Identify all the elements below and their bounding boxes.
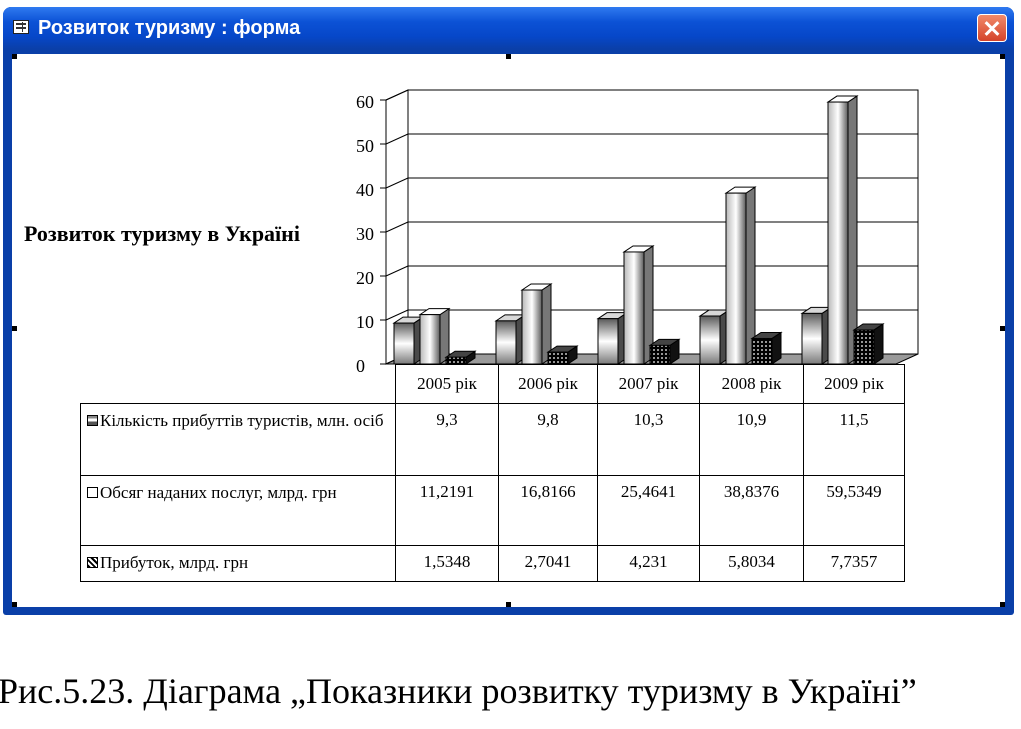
data-cell: 38,8376 (699, 475, 804, 546)
bar-side (873, 323, 884, 365)
data-cell: 9,3 (395, 403, 499, 476)
category-label: 2005 рік (395, 364, 499, 404)
bar-front (699, 315, 721, 365)
data-table-row: Обсяг наданих послуг, млрд. грн 11,2191 … (80, 475, 905, 546)
gridline-side (385, 177, 409, 189)
bar-services (622, 245, 655, 365)
bar-front (393, 322, 415, 365)
y-tick-label: 20 (356, 268, 374, 288)
bar-front (419, 314, 441, 365)
y-tick-label: 60 (356, 92, 374, 112)
close-button[interactable] (977, 14, 1007, 42)
data-cell: 4,231 (597, 545, 700, 582)
data-cell: 59,5349 (803, 475, 905, 546)
resize-handle-middle-left[interactable] (12, 326, 17, 331)
gridline-side (385, 265, 409, 277)
resize-handle-top-left[interactable] (12, 54, 17, 59)
title-bar[interactable]: Розвиток туризму : форма (3, 7, 1014, 49)
bar-front (801, 312, 823, 365)
category-label: 2008 рік (699, 364, 804, 404)
data-cell: 25,4641 (597, 475, 700, 546)
chart-data-table: 2005 рік 2006 рік 2007 рік 2008 рік 2009… (80, 364, 905, 582)
data-cell: 10,3 (597, 403, 700, 476)
gridline-side (385, 89, 409, 101)
data-table-row: Кількість прибуттів туристів, млн. осіб … (80, 403, 905, 476)
bar-arrivals (698, 309, 731, 365)
data-table-row: Прибуток, млрд. грн 1,5348 2,7041 4,231 … (80, 545, 905, 582)
bar-arrivals (392, 316, 425, 365)
series-3-legend-icon (87, 557, 98, 568)
category-label: 2007 рік (597, 364, 700, 404)
data-cell: 1,5348 (395, 545, 499, 582)
data-cell: 7,7357 (803, 545, 905, 582)
resize-handle-bottom-middle[interactable] (506, 602, 511, 607)
bar-profit (852, 323, 885, 365)
form-icon (13, 20, 29, 34)
resize-handle-middle-right[interactable] (1000, 326, 1005, 331)
series-2-legend-icon (87, 487, 98, 498)
bar-services (826, 95, 859, 365)
data-table-header-row: 2005 рік 2006 рік 2007 рік 2008 рік 2009… (81, 364, 905, 404)
bar-services (724, 186, 757, 365)
bar-arrivals (800, 306, 833, 365)
bar-front (827, 101, 849, 365)
series-name: Прибуток, млрд. грн (100, 553, 249, 572)
chart-title: Розвиток туризму в Україні (24, 221, 300, 246)
bar-profit (750, 331, 783, 365)
bar-arrivals (494, 313, 527, 365)
window-title: Розвиток туризму : форма (38, 17, 301, 39)
data-cell: 2,7041 (498, 545, 598, 582)
series-label: Обсяг наданих послуг, млрд. грн (80, 475, 396, 546)
resize-handle-top-middle[interactable] (506, 54, 511, 59)
bar-front (547, 351, 569, 365)
bar-profit (546, 345, 579, 365)
y-tick-label: 50 (356, 136, 374, 156)
y-tick-label: 30 (356, 224, 374, 244)
bar-side (847, 95, 858, 365)
series-1-legend-icon (87, 415, 98, 426)
data-cell: 11,2191 (395, 475, 499, 546)
data-cell: 9,8 (498, 403, 598, 476)
figure-caption: Рис.5.23. Діаграма „Показники розвитку т… (0, 671, 917, 711)
bar-front (597, 318, 619, 365)
data-cell: 5,8034 (699, 545, 804, 582)
bar-profit (648, 338, 681, 365)
series-name: Обсяг наданих послуг, млрд. грн (100, 483, 337, 502)
bar-front (751, 337, 773, 365)
bar-front (725, 192, 747, 365)
bar-front (649, 344, 671, 365)
bar-services (520, 283, 553, 365)
gridline-side (385, 133, 409, 145)
resize-handle-top-right[interactable] (1000, 54, 1005, 59)
bar-arrivals (596, 311, 629, 365)
category-label: 2009 рік (803, 364, 905, 404)
gridline-side (385, 221, 409, 233)
category-label: 2006 рік (498, 364, 598, 404)
bar-front (623, 251, 645, 365)
y-tick-label: 10 (356, 312, 374, 332)
gridline-side (385, 309, 409, 321)
resize-handle-bottom-right[interactable] (1000, 602, 1005, 607)
bar-front (495, 320, 517, 365)
series-label: Кількість прибуттів туристів, млн. осіб (80, 403, 396, 476)
data-cell: 16,8166 (498, 475, 598, 546)
series-label: Прибуток, млрд. грн (80, 545, 396, 582)
bar-chart-3d (380, 89, 919, 365)
data-table-corner (81, 365, 396, 404)
data-cell: 11,5 (803, 403, 905, 476)
bar-front (521, 289, 543, 365)
bar-front (445, 356, 467, 365)
bar-services (418, 307, 451, 365)
y-tick-label: 40 (356, 180, 374, 200)
resize-handle-bottom-left[interactable] (12, 602, 17, 607)
series-name: Кількість прибуттів туристів, млн. осіб (100, 411, 384, 430)
y-tick-label: 0 (356, 356, 365, 376)
data-cell: 10,9 (699, 403, 804, 476)
bar-front (853, 329, 875, 365)
